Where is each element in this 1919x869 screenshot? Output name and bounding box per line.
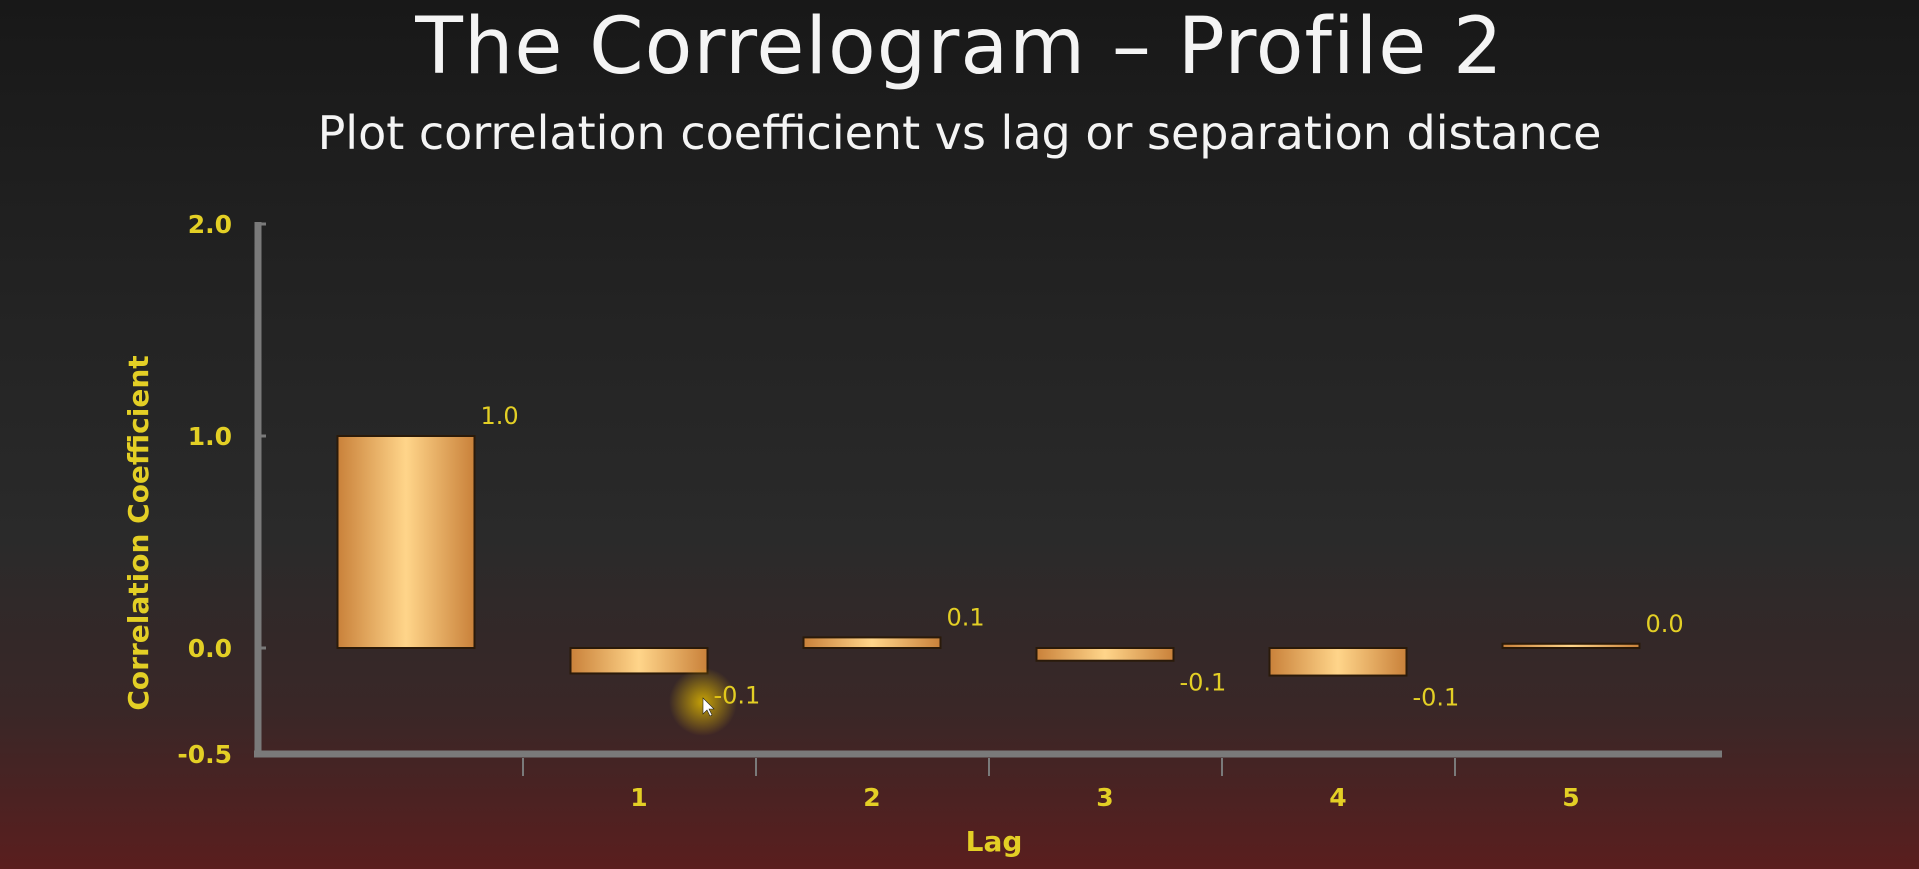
y-tick-label: 1.0	[188, 422, 232, 451]
x-tick-label: 3	[1096, 783, 1113, 812]
bar-lag-2	[802, 636, 942, 650]
x-axis-title: Lag	[966, 825, 1023, 858]
bar-lag-0	[336, 435, 476, 649]
mouse-pointer-icon	[702, 697, 715, 717]
slide-title: The Correlogram – Profile 2	[415, 2, 1504, 92]
x-tick-label: 2	[863, 783, 880, 812]
bar-lag-3	[1035, 647, 1175, 662]
x-tick-label: 4	[1329, 783, 1346, 812]
bar-lag-5	[1501, 642, 1641, 650]
data-label: 0.1	[947, 603, 985, 631]
bar-lag-1	[569, 647, 709, 675]
data-label: 1.0	[481, 402, 519, 430]
y-tick-label: -0.5	[177, 740, 232, 769]
y-axis-title: Correlation Coefficient	[122, 355, 155, 710]
y-tick-label: 0.0	[188, 634, 232, 663]
data-label: -0.1	[1180, 669, 1227, 697]
y-tick-label: 2.0	[188, 210, 232, 239]
x-tick-label: 1	[630, 783, 647, 812]
x-tick-label: 5	[1562, 783, 1579, 812]
bar-lag-4	[1268, 647, 1408, 677]
data-label: -0.1	[1413, 684, 1460, 712]
data-label: 0.0	[1646, 610, 1684, 638]
slide-subtitle: Plot correlation coefficient vs lag or s…	[317, 106, 1602, 160]
